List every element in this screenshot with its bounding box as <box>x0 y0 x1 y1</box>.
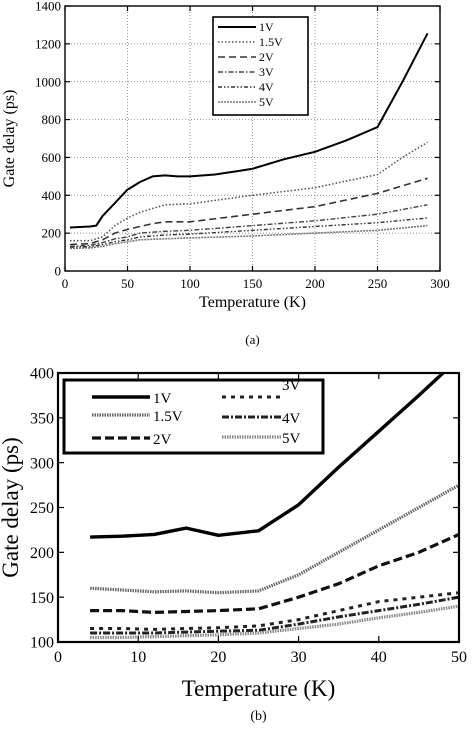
x-axis-label: Temperature (K) <box>182 676 336 701</box>
x-tick-label: 20 <box>210 649 226 666</box>
series-line-5V <box>90 604 460 640</box>
x-tick-label: 200 <box>305 276 325 291</box>
legend-label: 5V <box>259 95 274 109</box>
y-tick-label: 1200 <box>35 36 61 51</box>
legend-label: 2V <box>153 432 172 448</box>
figure-caption: (a) <box>245 332 259 347</box>
x-tick-label: 0 <box>54 649 62 666</box>
x-tick-label: 10 <box>130 649 146 666</box>
chart-a: 0 50 100 150 200 250 300 0 200 400 600 800 1000 1200 1… <box>1 0 450 347</box>
x-tick-label: 250 <box>368 276 388 291</box>
x-tick-label: 40 <box>371 649 387 666</box>
legend-label: 5V <box>282 431 301 447</box>
y-tick-label: 200 <box>30 545 54 562</box>
series-line-1_5V <box>90 483 460 595</box>
x-axis-label: Temperature (K) <box>199 294 306 311</box>
legend-box <box>212 16 309 116</box>
legend-label: 1V <box>259 20 274 34</box>
legend-label: 2V <box>259 50 274 64</box>
x-tick-label: 150 <box>243 276 263 291</box>
y-tick-label: 150 <box>30 590 54 607</box>
series-line-4V <box>69 217 428 248</box>
legend-label: 3V <box>259 65 274 79</box>
series-line-2V <box>90 532 460 615</box>
y-tick-label: 1400 <box>35 0 61 14</box>
series-line-1V <box>69 32 429 229</box>
y-tick-label: 350 <box>30 410 54 427</box>
series-line-4V <box>90 595 460 635</box>
y-axis-label: Gate delay (ps) <box>0 437 23 578</box>
x-tick-label: 30 <box>291 649 307 666</box>
y-tick-label: 1000 <box>35 74 61 89</box>
figure-caption: (b) <box>250 709 267 724</box>
legend-label: 1.5V <box>259 35 283 49</box>
x-tick-label: 0 <box>62 276 69 291</box>
x-tick-label: 100 <box>180 276 200 291</box>
chart-b: 0 10 20 30 40 50 100 150 200 250 300 350 400 Temperat… <box>0 366 467 724</box>
legend-label: 1V <box>153 391 172 407</box>
legend-label: 4V <box>282 411 301 427</box>
x-tick-label: 50 <box>451 649 467 666</box>
y-axis-label: Gate delay (ps) <box>1 90 18 188</box>
y-tick-label: 250 <box>30 500 54 517</box>
y-tick-label: 100 <box>30 635 54 652</box>
y-tick-label: 0 <box>55 264 62 279</box>
series-line-1_5V <box>70 141 428 242</box>
series-line-1V <box>90 371 445 539</box>
y-tick-label: 400 <box>30 366 54 383</box>
series-line-3V <box>69 204 428 248</box>
y-tick-label: 200 <box>42 226 62 241</box>
y-tick-label: 800 <box>42 112 62 127</box>
y-tick-label: 300 <box>30 455 54 472</box>
x-tick-label: 50 <box>121 276 134 291</box>
y-tick-label: 400 <box>42 188 62 203</box>
legend-label: 3V <box>282 378 301 394</box>
y-tick-label: 600 <box>42 150 62 165</box>
legend-label: 1.5V <box>153 409 183 425</box>
series-line-2V <box>69 177 428 246</box>
series-line-5V <box>69 224 428 250</box>
x-tick-label: 300 <box>430 276 450 291</box>
legend-label: 4V <box>259 80 274 94</box>
